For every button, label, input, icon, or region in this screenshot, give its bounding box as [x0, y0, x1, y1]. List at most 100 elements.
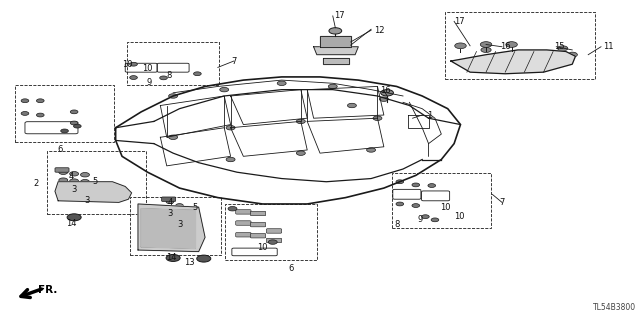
FancyBboxPatch shape: [236, 210, 251, 214]
Circle shape: [160, 76, 168, 80]
FancyBboxPatch shape: [236, 221, 251, 225]
Circle shape: [277, 81, 286, 85]
Circle shape: [130, 62, 138, 66]
Text: 7: 7: [231, 56, 236, 65]
Text: TL54B3800: TL54B3800: [593, 303, 636, 312]
Polygon shape: [55, 182, 132, 202]
Circle shape: [185, 207, 193, 211]
Text: 10: 10: [454, 212, 465, 221]
Circle shape: [21, 99, 29, 103]
Circle shape: [67, 214, 81, 221]
Circle shape: [36, 113, 44, 117]
Polygon shape: [314, 47, 358, 55]
Text: 10: 10: [142, 64, 153, 73]
Bar: [445, 12, 595, 78]
Circle shape: [396, 180, 404, 184]
Text: 9: 9: [147, 78, 152, 87]
Text: 5: 5: [193, 203, 198, 211]
FancyBboxPatch shape: [250, 222, 266, 227]
Text: 6: 6: [58, 145, 63, 154]
FancyBboxPatch shape: [162, 197, 175, 201]
Text: 11: 11: [604, 42, 614, 51]
Text: 12: 12: [374, 26, 385, 35]
Circle shape: [21, 112, 29, 115]
Text: 1: 1: [428, 111, 433, 120]
Text: 17: 17: [335, 11, 345, 20]
Text: 16: 16: [380, 86, 390, 95]
Circle shape: [455, 43, 467, 49]
Circle shape: [228, 206, 237, 211]
Text: 3: 3: [72, 185, 77, 194]
FancyBboxPatch shape: [250, 234, 266, 238]
Text: 17: 17: [454, 17, 465, 26]
Circle shape: [480, 42, 492, 48]
Circle shape: [59, 170, 68, 174]
Bar: [225, 204, 317, 260]
Bar: [130, 197, 221, 256]
Text: 10: 10: [257, 243, 268, 252]
Circle shape: [193, 72, 201, 76]
Text: 4: 4: [167, 198, 173, 207]
Circle shape: [557, 46, 568, 51]
Text: 5: 5: [93, 177, 98, 186]
Circle shape: [381, 90, 394, 96]
Circle shape: [70, 121, 78, 125]
Text: 16: 16: [500, 42, 511, 51]
Circle shape: [196, 255, 211, 262]
Text: FR.: FR.: [38, 286, 57, 295]
Text: 3: 3: [177, 220, 182, 229]
Circle shape: [428, 184, 436, 188]
Circle shape: [422, 215, 429, 219]
Circle shape: [175, 204, 183, 207]
FancyBboxPatch shape: [266, 238, 282, 243]
Circle shape: [59, 178, 68, 182]
Circle shape: [81, 173, 90, 177]
Bar: [47, 151, 146, 214]
Text: 3: 3: [84, 196, 90, 205]
Circle shape: [70, 110, 78, 114]
Circle shape: [81, 180, 90, 184]
Circle shape: [70, 172, 79, 176]
Circle shape: [61, 129, 68, 133]
Circle shape: [412, 183, 420, 187]
Text: 8: 8: [394, 220, 399, 229]
Text: 2: 2: [33, 179, 38, 188]
Polygon shape: [141, 209, 195, 249]
Circle shape: [169, 94, 177, 98]
Text: 3: 3: [167, 209, 173, 218]
Circle shape: [296, 151, 305, 155]
Circle shape: [166, 255, 180, 262]
Circle shape: [70, 179, 79, 183]
Circle shape: [328, 84, 337, 89]
Text: 13: 13: [184, 258, 195, 267]
Circle shape: [396, 202, 404, 206]
Text: 15: 15: [554, 42, 564, 51]
Polygon shape: [323, 58, 349, 64]
Bar: [392, 173, 490, 228]
Circle shape: [329, 28, 342, 34]
Circle shape: [506, 42, 517, 48]
FancyBboxPatch shape: [236, 233, 251, 237]
Circle shape: [412, 204, 420, 207]
Polygon shape: [451, 50, 575, 74]
Polygon shape: [138, 204, 205, 252]
Circle shape: [220, 87, 228, 92]
Circle shape: [226, 157, 235, 162]
Text: 4: 4: [68, 173, 74, 182]
Circle shape: [367, 148, 376, 152]
Circle shape: [166, 200, 173, 204]
Circle shape: [226, 125, 235, 130]
Text: 6: 6: [289, 263, 294, 273]
Circle shape: [169, 135, 177, 139]
Circle shape: [481, 48, 491, 52]
Bar: [15, 85, 114, 142]
Text: 10: 10: [122, 60, 132, 69]
Circle shape: [373, 116, 382, 121]
Circle shape: [380, 97, 388, 101]
Circle shape: [268, 240, 277, 244]
FancyBboxPatch shape: [250, 211, 266, 216]
Text: 7: 7: [499, 198, 505, 207]
Circle shape: [567, 52, 577, 57]
Circle shape: [74, 124, 81, 128]
Circle shape: [130, 76, 138, 79]
